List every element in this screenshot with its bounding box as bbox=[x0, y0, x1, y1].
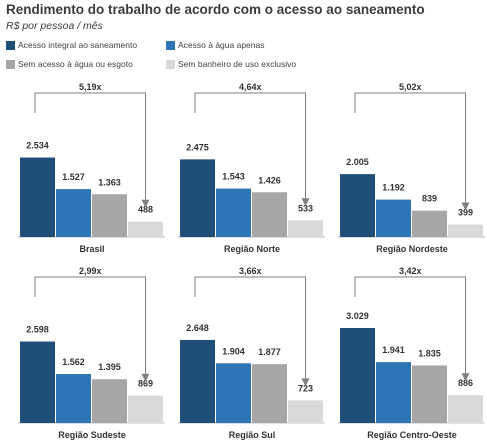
value-label-sem-banheiro: 723 bbox=[298, 383, 313, 393]
value-label-integral: 2.534 bbox=[26, 141, 49, 151]
value-label-sem-banheiro: 533 bbox=[298, 203, 313, 213]
legend-swatch-integral bbox=[6, 40, 15, 50]
value-label-sem-banheiro: 886 bbox=[458, 378, 473, 388]
ratio-bracket bbox=[194, 92, 306, 199]
legend-swatch-sem-banheiro bbox=[166, 59, 175, 69]
value-label-sem-acesso: 1.877 bbox=[258, 347, 281, 357]
arrow-head-icon bbox=[301, 378, 310, 387]
legend-label-sem-banheiro: Sem banheiro de uso exclusivo bbox=[178, 59, 297, 69]
legend-swatch-agua bbox=[166, 40, 175, 50]
legend-item-sem-acesso: Sem acesso à água ou esgoto bbox=[6, 59, 133, 69]
ratio-label: 5,02x bbox=[399, 82, 422, 92]
legend-label-sem-acesso: Sem acesso à água ou esgoto bbox=[18, 59, 133, 69]
value-label-integral: 2.475 bbox=[186, 142, 209, 152]
bar-sem-acesso bbox=[412, 210, 447, 237]
value-label-sem-acesso: 1.395 bbox=[98, 362, 121, 372]
value-label-sem-acesso: 1.363 bbox=[98, 177, 121, 187]
bar-sem-acesso bbox=[252, 192, 287, 237]
legend-label-agua: Acesso à água apenas bbox=[178, 40, 265, 50]
ratio-bracket bbox=[34, 276, 146, 374]
bar-integral bbox=[20, 157, 55, 237]
value-label-agua: 1.192 bbox=[382, 183, 405, 193]
value-label-integral: 3.029 bbox=[346, 311, 369, 321]
arrow-head-icon bbox=[141, 373, 150, 382]
bar-sem-banheiro bbox=[448, 395, 483, 423]
value-label-sem-banheiro: 488 bbox=[138, 205, 153, 215]
value-label-integral: 2.648 bbox=[186, 323, 209, 333]
ratio-bracket bbox=[354, 276, 466, 374]
bar-agua bbox=[56, 189, 91, 237]
ratio-bracket bbox=[194, 276, 306, 379]
panel-title: Região Nordeste bbox=[376, 244, 448, 254]
chart-subtitle: R$ por pessoa / mês bbox=[6, 20, 103, 32]
legend-item-agua: Acesso à água apenas bbox=[166, 40, 264, 50]
panel-title: Região Sudeste bbox=[58, 430, 126, 440]
legend-item-sem-banheiro: Sem banheiro de uso exclusivo bbox=[166, 59, 296, 69]
ratio-bracket bbox=[34, 92, 146, 200]
ratio-label: 3,42x bbox=[399, 266, 422, 276]
ratio-label: 5,19x bbox=[79, 82, 102, 92]
bar-sem-acesso bbox=[92, 194, 127, 237]
bar-agua bbox=[376, 199, 411, 237]
legend-swatch-sem-acesso bbox=[6, 59, 15, 69]
value-label-sem-acesso: 1.426 bbox=[258, 175, 281, 185]
value-label-agua: 1.527 bbox=[62, 172, 85, 182]
value-label-integral: 2.005 bbox=[346, 157, 369, 167]
bar-agua bbox=[56, 374, 91, 423]
bar-agua bbox=[216, 188, 251, 237]
bar-integral bbox=[340, 328, 375, 423]
legend-label-integral: Acesso integral ao saneamento bbox=[18, 40, 138, 50]
bar-agua bbox=[376, 362, 411, 423]
bar-sem-banheiro bbox=[448, 224, 483, 237]
ratio-label: 2,99x bbox=[79, 266, 102, 276]
value-label-agua: 1.904 bbox=[222, 346, 245, 356]
value-label-integral: 2.598 bbox=[26, 325, 49, 335]
panel-title: Região Norte bbox=[224, 244, 280, 254]
value-label-sem-acesso: 839 bbox=[422, 194, 437, 204]
arrow-head-icon bbox=[461, 202, 470, 211]
arrow-head-icon bbox=[141, 199, 150, 208]
bar-integral bbox=[180, 339, 215, 423]
bar-sem-banheiro bbox=[288, 220, 323, 237]
bar-integral bbox=[20, 341, 55, 423]
panel-title: Brasil bbox=[79, 244, 104, 254]
arrow-head-icon bbox=[301, 198, 310, 207]
panel-title: Região Centro-Oeste bbox=[367, 430, 457, 440]
bar-integral bbox=[340, 174, 375, 237]
value-label-agua: 1.562 bbox=[62, 357, 85, 367]
bar-sem-banheiro bbox=[128, 395, 163, 423]
chart-title: Rendimento do trabalho de acordo com o a… bbox=[6, 2, 425, 17]
value-label-agua: 1.941 bbox=[382, 345, 405, 355]
bar-integral bbox=[180, 159, 215, 237]
bar-sem-acesso bbox=[412, 365, 447, 423]
ratio-label: 3,66x bbox=[239, 266, 262, 276]
ratio-bracket bbox=[354, 92, 466, 203]
bar-agua bbox=[216, 363, 251, 423]
value-label-agua: 1.543 bbox=[222, 172, 245, 182]
bar-sem-banheiro bbox=[128, 221, 163, 237]
bar-sem-acesso bbox=[252, 364, 287, 423]
legend-item-integral: Acesso integral ao saneamento bbox=[6, 40, 137, 50]
bar-sem-acesso bbox=[92, 379, 127, 423]
arrow-head-icon bbox=[461, 373, 470, 382]
value-label-sem-acesso: 1.835 bbox=[418, 348, 441, 358]
ratio-label: 4,64x bbox=[239, 82, 262, 92]
value-label-sem-banheiro: 869 bbox=[138, 379, 153, 389]
value-label-sem-banheiro: 399 bbox=[458, 207, 473, 217]
panel-title: Região Sul bbox=[229, 430, 276, 440]
bar-sem-banheiro bbox=[288, 400, 323, 423]
